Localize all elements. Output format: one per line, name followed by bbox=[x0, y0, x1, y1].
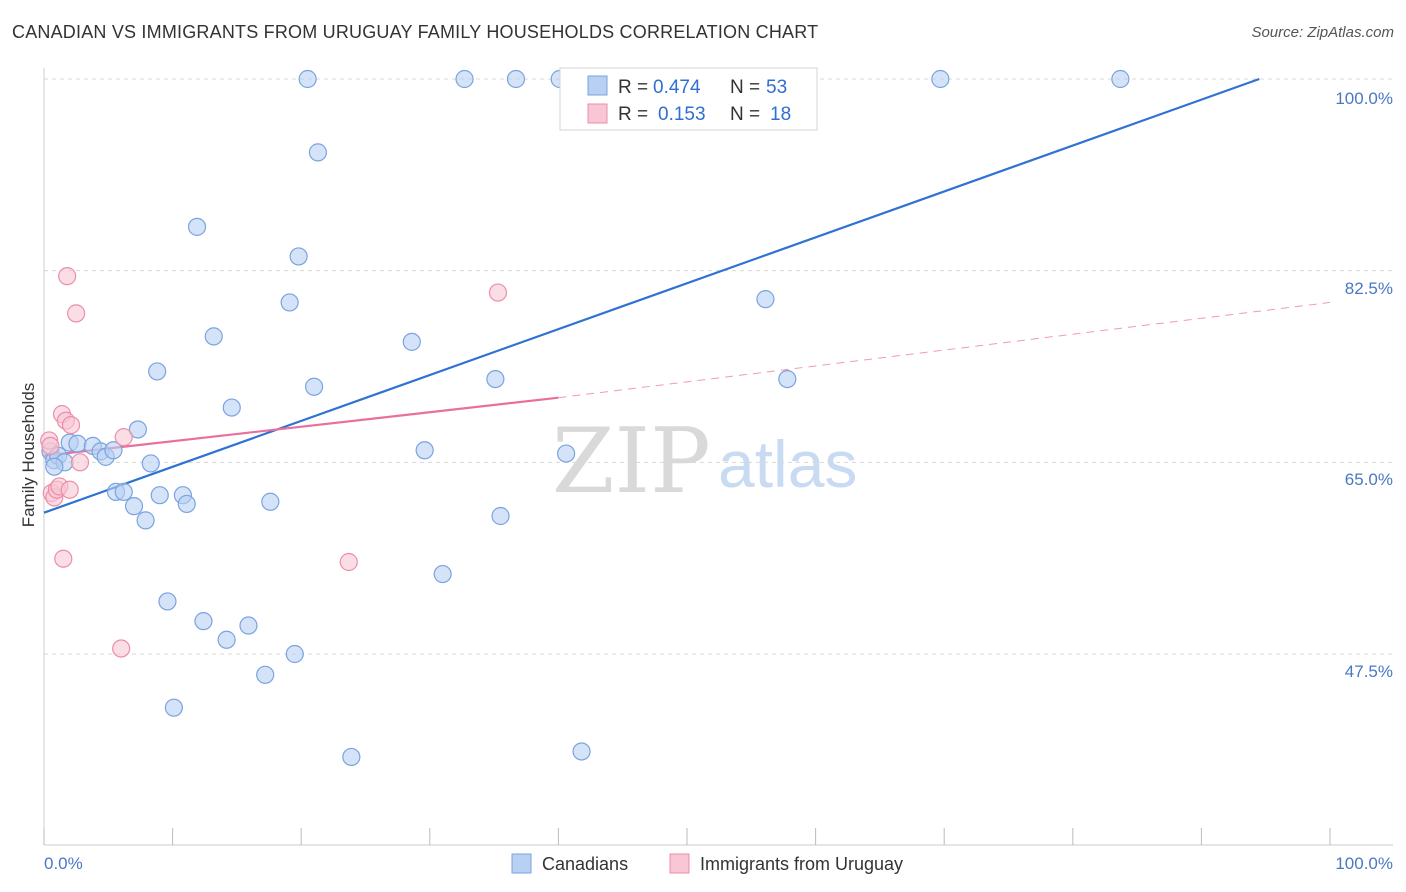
point-canadians bbox=[104, 441, 123, 460]
point-uruguay bbox=[112, 639, 131, 658]
point-uruguay bbox=[41, 436, 60, 456]
point-canadians bbox=[572, 742, 591, 761]
point-canadians bbox=[557, 444, 576, 463]
point-uruguay bbox=[339, 552, 358, 572]
point-canadians bbox=[433, 564, 452, 584]
point-canadians bbox=[164, 698, 183, 717]
point-canadians bbox=[141, 454, 160, 473]
point-canadians bbox=[304, 377, 324, 396]
point-canadians bbox=[204, 327, 223, 346]
point-uruguay bbox=[67, 304, 86, 323]
point-canadians bbox=[45, 457, 64, 476]
legend-swatch-canadians bbox=[587, 75, 608, 96]
point-uruguay bbox=[488, 283, 508, 302]
point-canadians bbox=[778, 369, 797, 389]
point-canadians bbox=[285, 644, 304, 664]
point-uruguay bbox=[60, 480, 79, 499]
point-canadians bbox=[256, 665, 275, 684]
point-canadians bbox=[187, 217, 207, 236]
legend-swatch-uruguay bbox=[587, 103, 608, 124]
x-tick-label: 0.0% bbox=[44, 854, 83, 873]
point-canadians bbox=[150, 486, 169, 505]
point-uruguay bbox=[114, 428, 133, 447]
grid-lines bbox=[44, 78, 1393, 655]
point-canadians bbox=[261, 492, 280, 511]
point-canadians bbox=[402, 332, 421, 351]
point-canadians bbox=[217, 630, 236, 649]
legend-n-value: 53 bbox=[766, 77, 787, 98]
series-legend: Canadians Immigrants from Uruguay bbox=[511, 853, 903, 874]
watermark-zip: ZIP bbox=[552, 409, 711, 514]
y-tick-label: 47.5% bbox=[1345, 662, 1393, 681]
y-axis-label: Family Households bbox=[19, 383, 38, 528]
point-uruguay bbox=[54, 549, 73, 568]
point-canadians bbox=[756, 290, 775, 309]
point-canadians bbox=[280, 293, 299, 312]
point-canadians bbox=[114, 482, 133, 502]
point-canadians bbox=[158, 592, 177, 611]
stats-legend: R = 0.474 N = 53 R = 0.153 N = 18 bbox=[559, 67, 818, 131]
point-canadians bbox=[128, 420, 147, 439]
legend-n-value: 18 bbox=[770, 104, 791, 125]
x-tick-label: 100.0% bbox=[1335, 854, 1393, 873]
bottom-legend-swatch-uruguay bbox=[669, 853, 690, 874]
point-canadians bbox=[308, 143, 328, 162]
point-canadians bbox=[931, 69, 950, 89]
point-canadians bbox=[148, 362, 167, 381]
legend-n-label: N = bbox=[730, 77, 760, 98]
point-canadians bbox=[486, 369, 505, 389]
point-canadians bbox=[342, 747, 361, 767]
watermark-atlas: atlas bbox=[718, 427, 857, 501]
point-canadians bbox=[136, 511, 155, 530]
source-label: Source: ZipAtlas.com bbox=[1251, 24, 1394, 41]
bottom-legend-label: Immigrants from Uruguay bbox=[700, 854, 903, 874]
bottom-legend-label: Canadians bbox=[542, 854, 628, 874]
point-canadians bbox=[239, 616, 258, 635]
point-canadians bbox=[455, 69, 474, 89]
legend-r-label: R = bbox=[618, 104, 648, 125]
point-canadians bbox=[491, 506, 510, 526]
chart-title: CANADIAN VS IMMIGRANTS FROM URUGUAY FAMI… bbox=[12, 22, 819, 42]
point-uruguay bbox=[61, 415, 81, 435]
point-canadians bbox=[298, 69, 317, 89]
data-points bbox=[40, 69, 1130, 767]
point-uruguay bbox=[58, 267, 77, 286]
point-canadians bbox=[222, 398, 241, 417]
point-uruguay bbox=[70, 453, 90, 472]
point-canadians bbox=[415, 441, 434, 460]
trend-line-canadians bbox=[43, 77, 1260, 514]
point-canadians bbox=[177, 494, 196, 514]
trend-line-uruguay-extension bbox=[558, 301, 1331, 399]
point-canadians bbox=[506, 69, 526, 89]
bottom-legend-swatch-canadians bbox=[511, 853, 532, 874]
y-tick-label: 82.5% bbox=[1345, 279, 1393, 298]
legend-r-value: 0.153 bbox=[658, 104, 706, 125]
point-canadians bbox=[68, 434, 87, 453]
trend-lines bbox=[43, 77, 1331, 514]
y-tick-label: 65.0% bbox=[1345, 470, 1393, 489]
trend-line-uruguay bbox=[43, 396, 559, 457]
point-canadians bbox=[124, 497, 144, 516]
point-canadians bbox=[289, 247, 308, 266]
legend-n-label: N = bbox=[730, 104, 760, 125]
legend-r-label: R = bbox=[618, 77, 648, 98]
point-canadians bbox=[1111, 69, 1130, 89]
point-canadians bbox=[194, 612, 213, 631]
y-tick-label: 100.0% bbox=[1335, 89, 1393, 108]
legend-r-value: 0.474 bbox=[653, 77, 701, 98]
